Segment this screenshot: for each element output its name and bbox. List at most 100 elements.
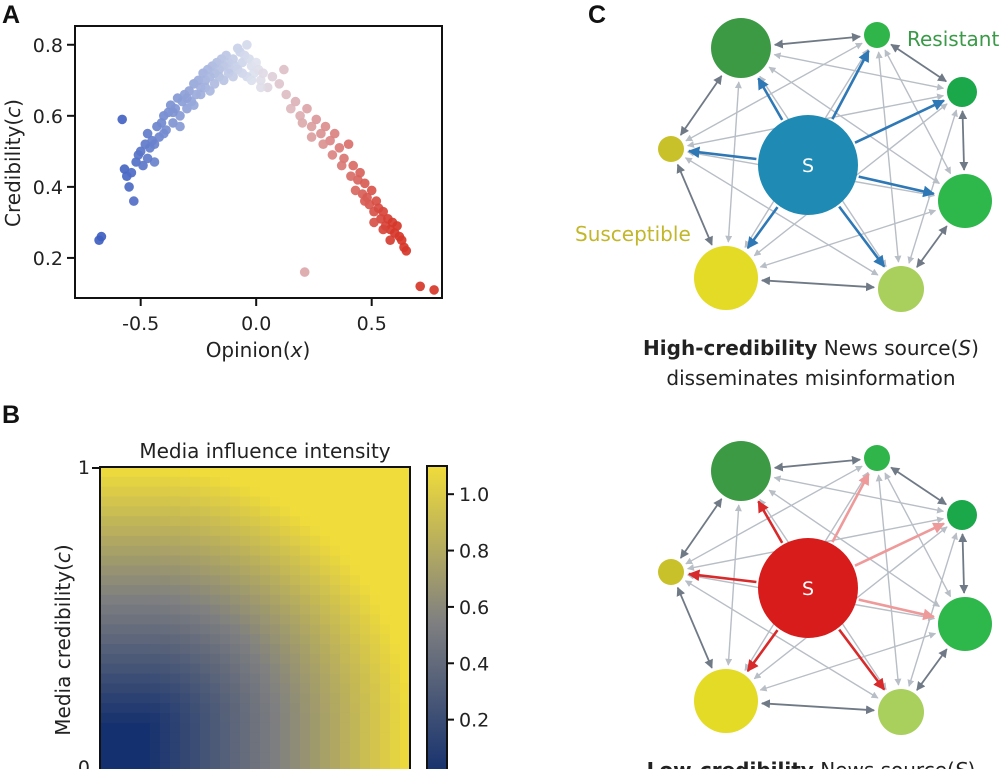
heatmap-cell: [290, 555, 301, 566]
heatmap-cell: [310, 506, 321, 517]
heatmap-cell: [240, 644, 251, 655]
heatmap-cell: [110, 762, 121, 769]
heatmap-y-tick-top: 1: [78, 457, 90, 479]
heatmap-cell: [190, 476, 201, 488]
heatmap-cell: [240, 624, 251, 635]
heatmap-cell: [380, 742, 391, 753]
heatmap-cell: [350, 742, 361, 753]
heatmap-cell: [280, 565, 291, 576]
scatter-point: [348, 160, 359, 171]
heatmap-cell: [200, 693, 211, 704]
heatmap-cell: [110, 565, 121, 576]
heatmap-cell: [370, 575, 381, 586]
heatmap-cell: [380, 516, 391, 527]
heatmap-cell: [340, 526, 351, 537]
heatmap-cell: [310, 762, 321, 769]
heatmap-cell: [160, 526, 171, 537]
heatmap-cell: [110, 476, 121, 488]
heatmap-cell: [130, 614, 141, 626]
heatmap-cell: [400, 693, 410, 704]
heatmap-cell: [350, 575, 361, 586]
heatmap-cell: [370, 516, 381, 527]
heatmap-cell: [260, 634, 271, 645]
heatmap-cell: [150, 732, 161, 744]
heatmap-cell: [110, 722, 121, 734]
heatmap-cell: [280, 575, 291, 586]
heatmap-cell: [350, 703, 361, 714]
heatmap-cell: [380, 752, 391, 763]
heatmap-cell: [330, 693, 341, 704]
heatmap-cell: [300, 742, 311, 753]
heatmap-cell: [130, 594, 141, 606]
heatmap-cell: [310, 742, 321, 753]
scatter-point: [96, 231, 107, 242]
heatmap-cell: [400, 752, 410, 763]
heatmap-cell: [180, 594, 191, 606]
heatmap-cell: [370, 653, 381, 665]
heatmap-cell: [270, 762, 281, 769]
heatmap-cell: [360, 703, 371, 714]
scatter-point: [242, 40, 252, 50]
heatmap-cell: [210, 762, 221, 769]
heatmap-cell: [110, 555, 121, 566]
heatmap-cell: [250, 555, 261, 566]
network-node: [694, 669, 758, 733]
heatmap-cell: [170, 526, 181, 537]
heatmap-cell: [390, 594, 401, 606]
heatmap-cell: [150, 526, 161, 537]
heatmap-cell: [230, 634, 241, 645]
heatmap-cell: [300, 506, 311, 517]
heatmap-cell: [130, 535, 141, 547]
heatmap-cell: [220, 762, 231, 769]
heatmap-cell: [270, 693, 281, 704]
heatmap-cell: [100, 703, 111, 714]
heatmap-cell: [130, 693, 141, 704]
heatmap-cell: [330, 516, 341, 527]
source-arrow: [838, 205, 886, 268]
heatmap-cell: [230, 476, 241, 488]
heatmap-cell: [290, 644, 301, 655]
heatmap-cell: [390, 663, 401, 675]
heatmap-cell: [220, 624, 231, 635]
heatmap-cell: [210, 476, 221, 488]
heatmap-cell: [300, 673, 311, 685]
heatmap-cell: [310, 545, 321, 557]
heatmap-cell: [230, 712, 241, 724]
heatmap-cell: [130, 732, 141, 744]
heatmap-cell: [180, 575, 191, 586]
heatmap-cell: [220, 703, 231, 714]
heatmap-cell: [320, 467, 331, 478]
heatmap-cell: [140, 535, 151, 547]
heatmap-cell: [390, 624, 401, 635]
heatmap-cell: [300, 476, 311, 488]
heatmap-cell: [130, 476, 141, 488]
scatter-point: [274, 79, 285, 89]
heatmap-cell: [350, 712, 361, 724]
heatmap-cell: [100, 575, 111, 586]
heatmap-cell: [340, 634, 351, 645]
network-edge: [684, 580, 879, 699]
scatter-point: [175, 121, 185, 132]
heatmap-cell: [230, 594, 241, 606]
heatmap-cell: [120, 516, 131, 527]
heatmap-cell: [400, 575, 410, 586]
heatmap-cell: [340, 644, 351, 655]
heatmap-cell: [180, 496, 191, 507]
heatmap-cell: [240, 663, 251, 675]
heatmap-cell: [360, 575, 371, 586]
heatmap-cell: [190, 762, 201, 769]
heatmap-cell: [400, 732, 410, 744]
heatmap-cell: [190, 624, 201, 635]
heatmap-cell: [170, 624, 181, 635]
heatmap-cell: [250, 526, 261, 537]
heatmap-cell: [110, 594, 121, 606]
heatmap-cell: [330, 762, 341, 769]
heatmap-cell: [160, 506, 171, 517]
heatmap-cell: [310, 624, 321, 635]
scatter-axes: -0.5 0.0 0.5 0.2 0.4 0.6 0.8: [33, 35, 387, 335]
heatmap-cell: [240, 506, 251, 517]
heatmap-cell: [270, 594, 281, 606]
heatmap-cell: [220, 644, 231, 655]
heatmap-cell: [280, 762, 291, 769]
heatmap-cell: [340, 752, 351, 763]
